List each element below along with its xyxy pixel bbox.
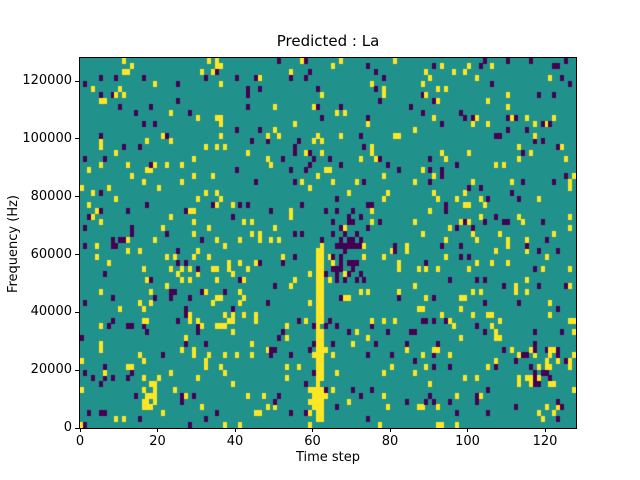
x-tick-mark (312, 428, 313, 432)
y-tick-label: 80000 (30, 188, 72, 204)
y-tick-label: 100000 (22, 130, 72, 146)
x-tick-mark (157, 428, 158, 432)
y-tick-mark (75, 369, 79, 371)
x-tick-label: 60 (304, 434, 321, 449)
y-tick-mark (75, 80, 79, 82)
y-tick-mark (75, 196, 79, 198)
y-tick-label: 120000 (22, 73, 72, 89)
heatmap-canvas (80, 58, 576, 428)
x-tick-label: 120 (532, 434, 558, 449)
y-tick-label: 0 (63, 420, 72, 435)
x-tick-mark (389, 428, 391, 432)
y-tick-label: 20000 (30, 362, 72, 378)
y-tick-label: 40000 (30, 304, 72, 320)
x-tick-label: 20 (149, 434, 166, 449)
x-tick-label: 0 (75, 434, 85, 449)
plot-title: Predicted : La (276, 32, 380, 50)
y-tick-mark (75, 138, 79, 140)
y-tick-mark (75, 254, 79, 256)
x-tick-label: 40 (226, 434, 244, 449)
y-tick-label: 60000 (30, 246, 72, 262)
plot-area (79, 57, 577, 429)
x-tick-mark (467, 428, 468, 432)
x-tick-label: 80 (381, 434, 399, 449)
x-axis-label: Time step (295, 450, 361, 465)
x-tick-mark (234, 428, 236, 432)
y-tick-mark (75, 427, 79, 429)
y-tick-mark (75, 311, 79, 313)
x-tick-mark (79, 428, 81, 432)
x-tick-label: 100 (455, 434, 480, 449)
x-tick-mark (544, 428, 546, 432)
